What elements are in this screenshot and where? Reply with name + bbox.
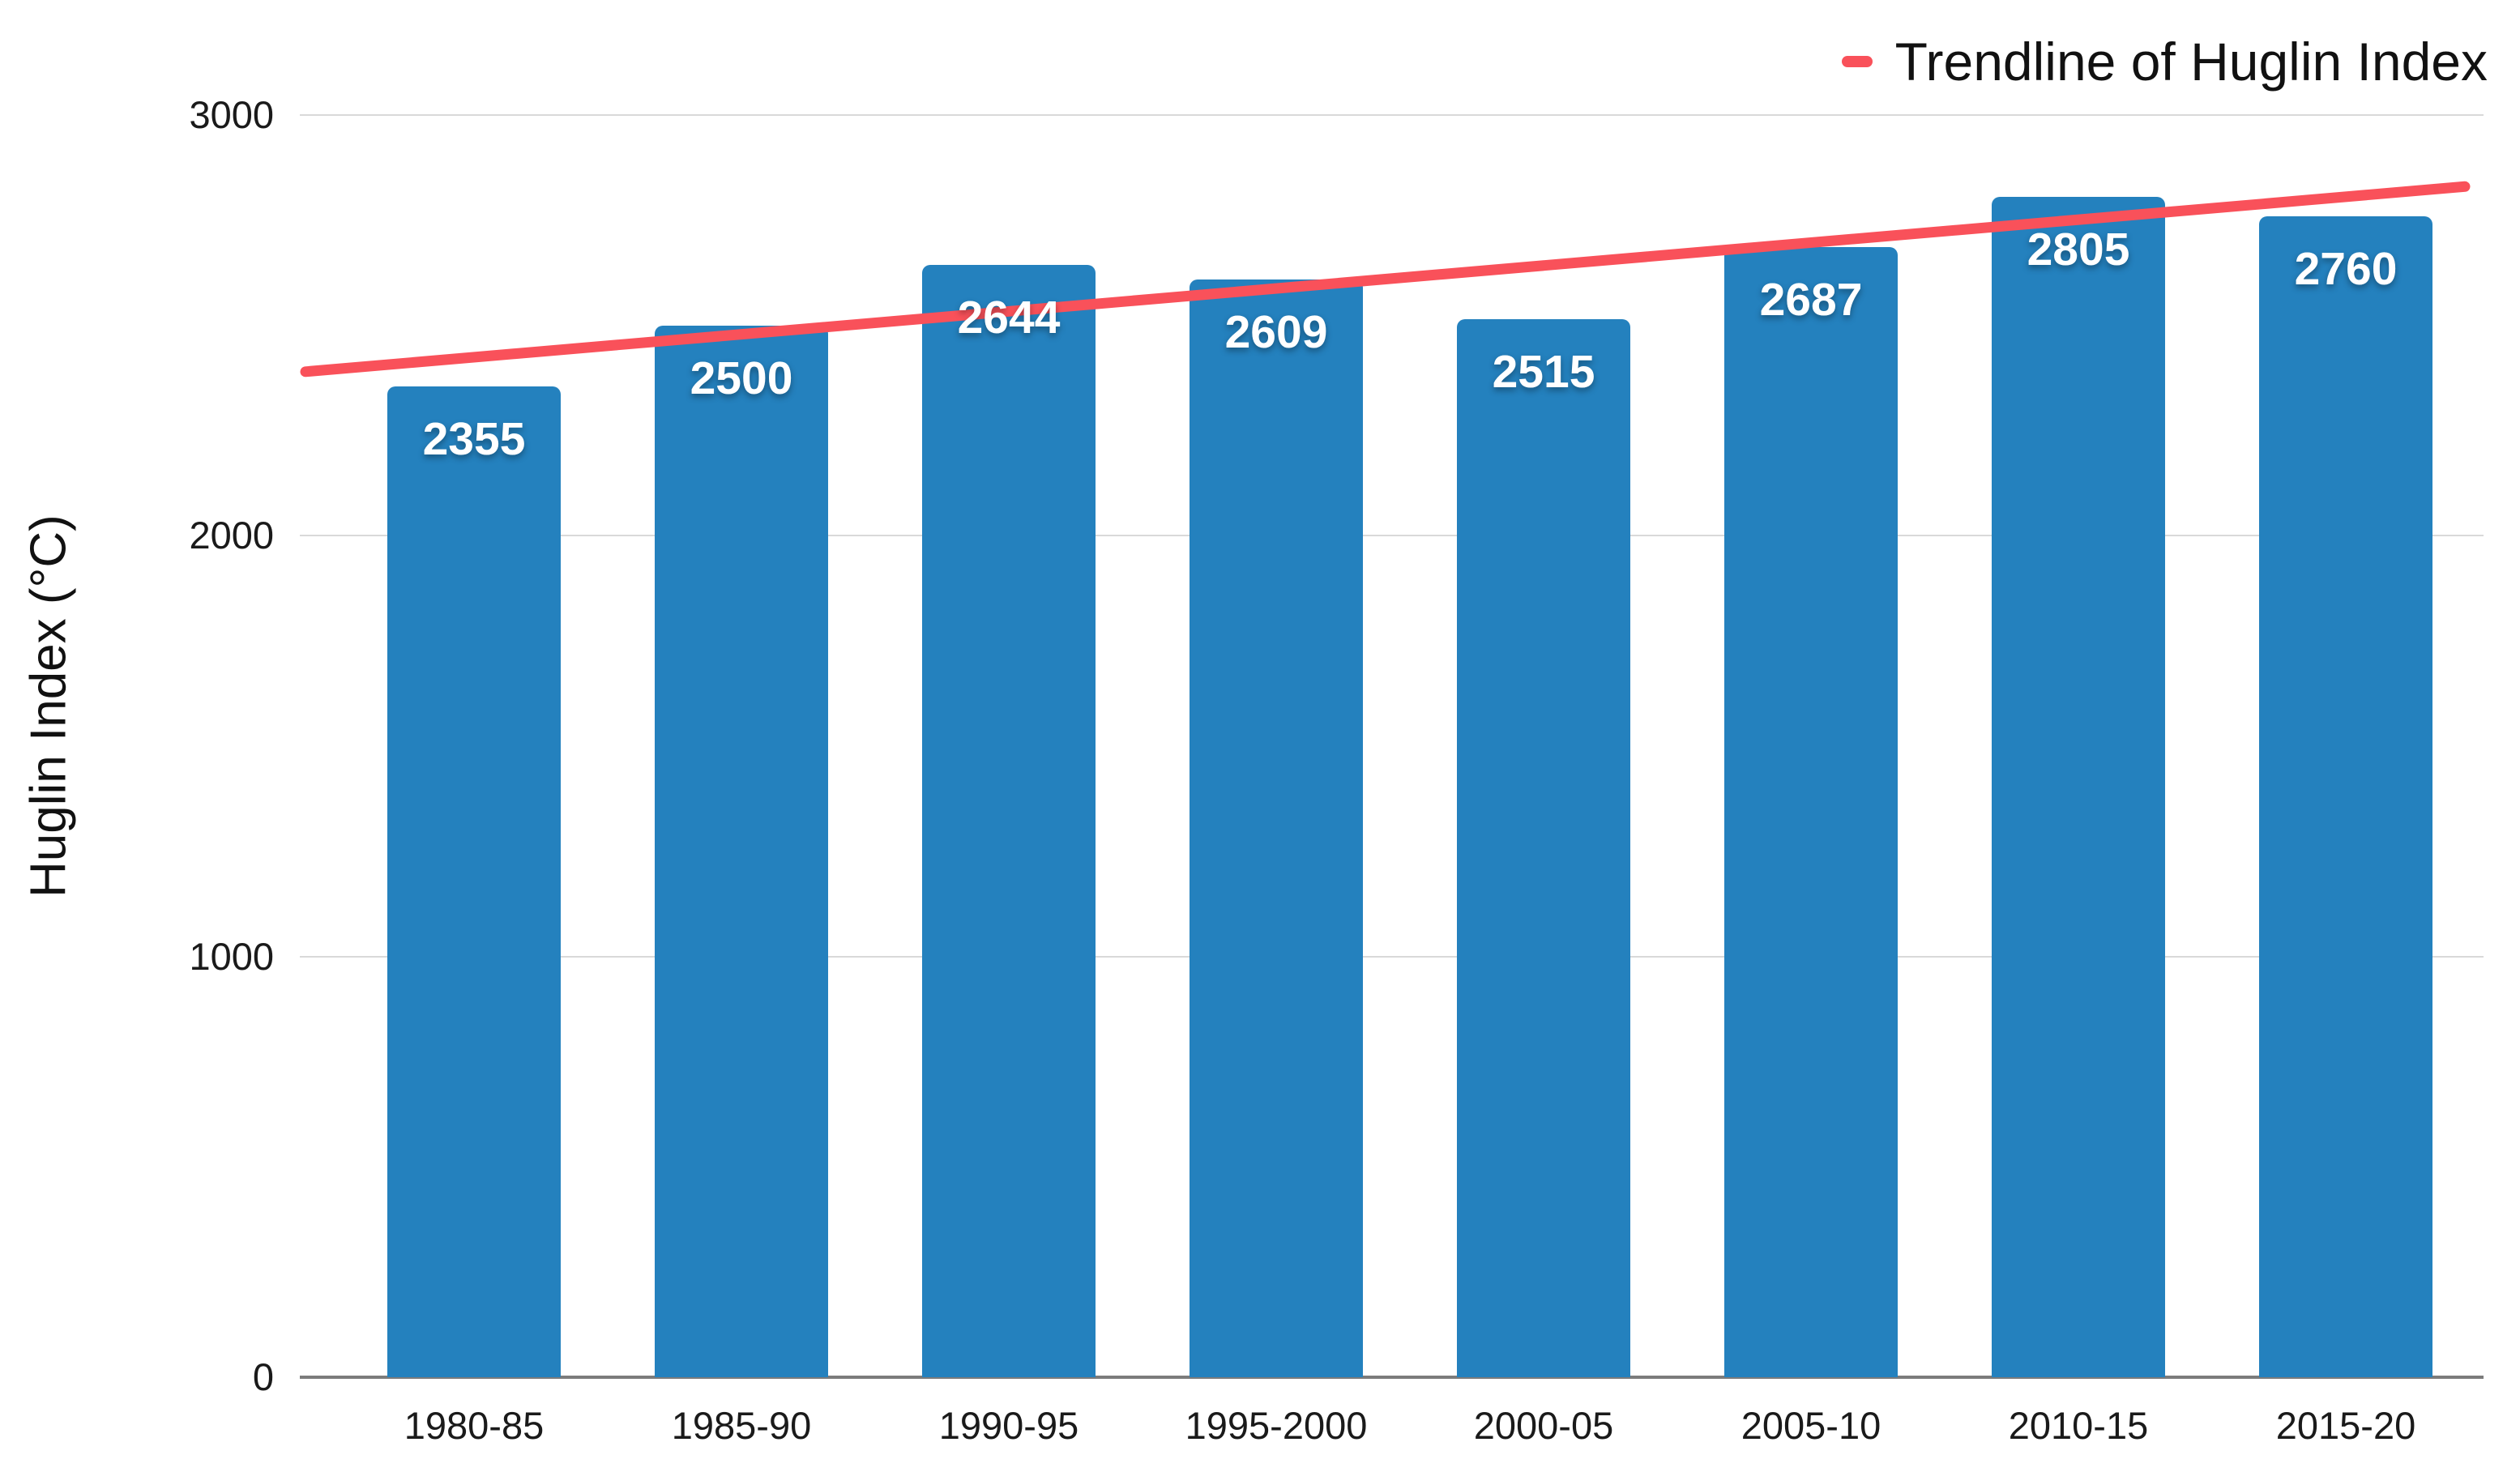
y-axis-title: Huglin Index (°C): [20, 514, 77, 898]
plot-area: 0 1000 2000 3000 2355 2500 2644 2609 2515 2687 28…: [189, 96, 2484, 1396]
bar-value-label: 2500: [690, 352, 793, 404]
x-tick-label-1985-90: 1985-90: [671, 1404, 812, 1447]
x-axis-baseline: [300, 1376, 2484, 1379]
gridline-2000: [300, 535, 2484, 537]
bar-1995-2000: 2609: [1190, 279, 1363, 1377]
legend: Trendline of Huglin Index: [1841, 31, 2488, 92]
bar-2005-10: 2687: [1724, 246, 1898, 1377]
bar-2010-15: 2805: [1992, 197, 2165, 1377]
bar-2015-20: 2760: [2259, 215, 2432, 1377]
x-tick-label-1980-85: 1980-85: [404, 1404, 545, 1447]
trendline-legend-swatch: [1841, 56, 1873, 67]
x-tick-label-2005-10: 2005-10: [1741, 1404, 1881, 1447]
bar-value-label: 2687: [1759, 273, 1863, 326]
gridline-3000: [300, 114, 2484, 116]
bars-layer: 2355 2500 2644 2609 2515 2687 2805 2760: [340, 115, 2479, 1377]
x-axis-tick-labels: 1980-85 1985-90 1990-95 1995-2000 2000-05 200…: [340, 1403, 2479, 1460]
bar-1985-90: 2500: [655, 325, 828, 1377]
bar-value-label: 2609: [1224, 306, 1328, 359]
trendline-path: [300, 181, 2471, 378]
bar-1990-95: 2644: [922, 264, 1096, 1377]
x-tick-label-1990-95: 1990-95: [938, 1404, 1079, 1447]
bar-1980-85: 2355: [387, 386, 561, 1377]
x-tick-label-2000-05: 2000-05: [1473, 1404, 1614, 1447]
bar-value-label: 2644: [957, 291, 1061, 343]
x-tick-label-2010-15: 2010-15: [2008, 1404, 2149, 1447]
bar-value-label: 2515: [1492, 345, 1595, 398]
gridline-1000: [300, 955, 2484, 958]
bar-value-label: 2355: [422, 412, 526, 465]
legend-label: Trendline of Huglin Index: [1894, 32, 2488, 92]
bar-value-label: 2805: [2027, 224, 2130, 276]
bar-2000-05: 2515: [1457, 318, 1630, 1377]
x-tick-label-2015-20: 2015-20: [2275, 1404, 2416, 1447]
bar-value-label: 2760: [2294, 242, 2398, 295]
trendline: [300, 181, 2471, 378]
x-tick-label-1995-2000: 1995-2000: [1185, 1404, 1368, 1447]
